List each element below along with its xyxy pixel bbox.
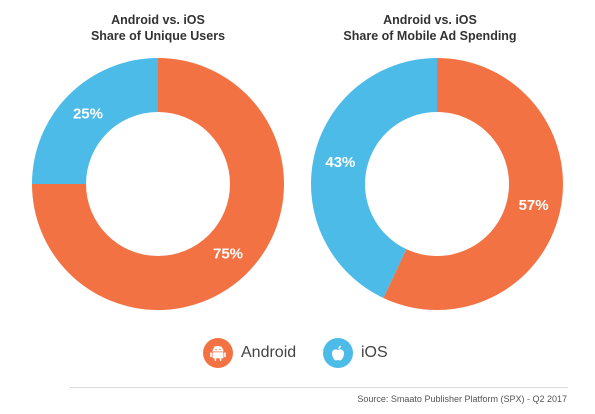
donut-chart-unique-users: 75% 25% [32,58,284,310]
donut-slice-ios [311,58,437,299]
slice-label-ios: 43% [325,154,355,171]
slice-label-ios: 25% [73,105,103,122]
apple-icon [323,338,353,368]
slice-label-android: 57% [519,197,549,214]
legend-label-android: Android [241,344,297,361]
chart-title-line-1: Android vs. iOS [383,13,477,27]
chart-title-line-2: Share of Unique Users [90,29,226,43]
donut-chart-ad-spending: 57% 43% [311,58,563,310]
slice-label-android: 75% [213,246,243,263]
source-note: Source: Smaato Publisher Platform (SPX) … [357,394,567,404]
donut-slice-android [32,58,284,310]
legend: Android iOS [0,336,595,370]
legend-item-android: Android [203,336,296,370]
legend-item-ios: iOS [323,336,388,370]
donut-slice-android [383,58,563,310]
android-icon [203,338,233,368]
donut-slice-ios [32,58,158,184]
chart-title-ad-spending: Android vs. iOS Share of Mobile Ad Spend… [320,12,540,44]
chart-title-unique-users: Android vs. iOS Share of Unique Users [48,12,268,44]
chart-title-line-1: Android vs. iOS [111,13,205,27]
chart-title-line-2: Share of Mobile Ad Spending [343,29,517,43]
legend-label-ios: iOS [361,344,388,361]
divider [70,387,568,388]
